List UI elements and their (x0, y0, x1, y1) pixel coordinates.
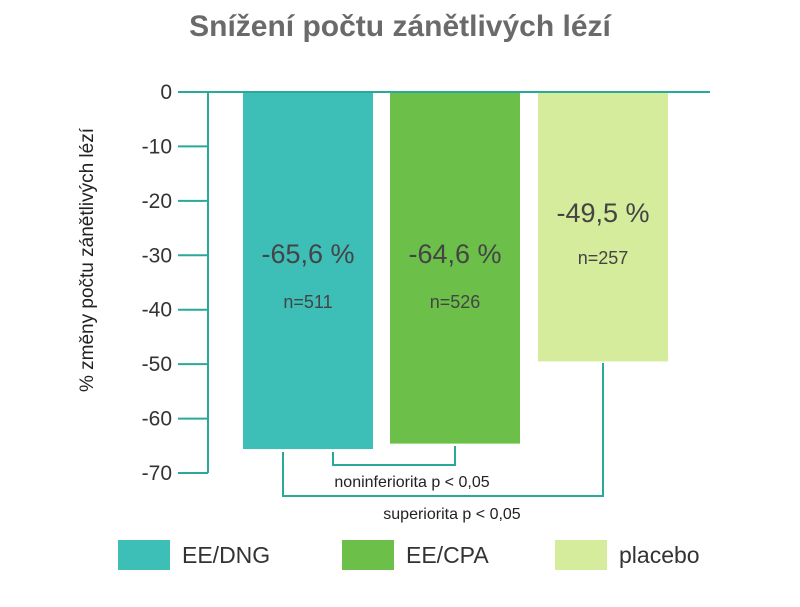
bar-1 (243, 92, 373, 450)
value-label-2: -64,6 % (408, 239, 501, 269)
noninferiority-bracket (332, 446, 456, 466)
legend-label-1: EE/DNG (182, 541, 271, 568)
n-label-3: n=257 (578, 248, 629, 268)
legend-label-3: placebo (619, 541, 700, 568)
bar-2 (390, 92, 520, 444)
superiority-bracket (282, 363, 604, 497)
value-label-3: -49,5 % (556, 198, 649, 228)
legend-item-1: EE/DNG (118, 540, 270, 570)
value-label-1: -65,6 % (261, 239, 354, 269)
noninferiority-label: noninferiorita p < 0,05 (334, 474, 489, 491)
n-label-1: n=511 (283, 292, 332, 312)
legend-swatch-2 (342, 540, 394, 570)
legend-label-2: EE/CPA (406, 541, 489, 568)
legend-swatch-1 (118, 540, 170, 570)
y-tick-label-5: -40 (142, 299, 172, 322)
chart-title: Snížení počtu zánětlivých lézí (189, 10, 611, 43)
n-label-2: n=526 (430, 292, 481, 312)
y-tick-label-1: 0 (160, 81, 172, 104)
y-tick-label-8: -70 (142, 462, 172, 485)
y-tick-label-3: -20 (142, 190, 172, 213)
y-tick-label-7: -60 (142, 408, 172, 431)
legend-item-2: EE/CPA (342, 540, 489, 570)
superiority-label: superiorita p < 0,05 (383, 506, 521, 523)
y-tick-label-6: -50 (142, 353, 172, 376)
y-tick-label-2: -10 (142, 135, 172, 158)
legend-item-3: placebo (555, 540, 700, 570)
legend-swatch-3 (555, 540, 607, 570)
bar-3 (538, 92, 668, 362)
y-tick-label-4: -30 (142, 244, 172, 267)
